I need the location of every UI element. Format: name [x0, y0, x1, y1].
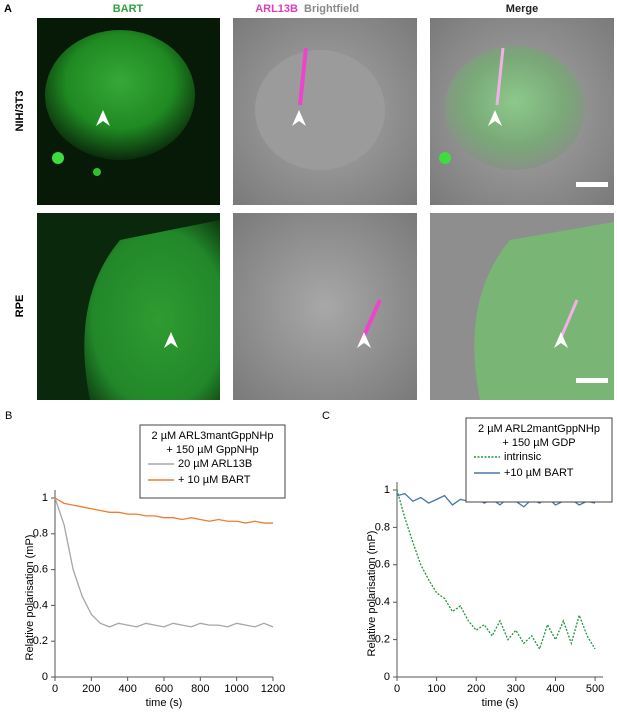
panel-a: A BART ARL13B Brightfield Merge NIH/3T3 … [4, 3, 614, 400]
y-tick-label: 0.2 [375, 634, 390, 646]
legend-box [465, 417, 613, 503]
legend-label: 20 µM ARL13B [178, 458, 252, 470]
y-axis-label: Relative polarisation (mP) [366, 531, 378, 657]
spot [93, 168, 101, 176]
x-tick-label: 1200 [261, 683, 285, 695]
cilium [558, 299, 579, 341]
scale-bar [576, 182, 608, 187]
legend-label: +10 µM BART [504, 467, 574, 479]
cilium [360, 299, 382, 341]
panel-label: B [5, 410, 12, 422]
legend-box [139, 424, 286, 499]
arrowheads [96, 110, 568, 348]
y-tick-label: 0.4 [33, 599, 48, 611]
arrowhead [96, 110, 110, 126]
y-tick-label: 0.2 [33, 635, 48, 647]
arrowhead [357, 332, 371, 348]
legend-title: 2 µM ARL2mantGppNHp [478, 423, 600, 435]
x-tick-label: 1000 [224, 683, 248, 695]
arrowhead [554, 332, 568, 348]
data-line [54, 497, 273, 524]
cilium [495, 47, 505, 106]
spot [439, 152, 451, 164]
cilium [298, 47, 308, 106]
column-header: Merge [506, 3, 538, 15]
column-header: BART [113, 3, 144, 15]
y-tick-label: 0 [384, 671, 390, 683]
arrowhead [488, 110, 502, 126]
panel-label: C [322, 410, 330, 422]
legend-label: intrinsic [504, 451, 542, 463]
x-tick-label: 400 [118, 683, 136, 695]
y-tick-label: 0.6 [33, 564, 48, 576]
scale-bar [576, 378, 608, 383]
x-tick-label: 0 [394, 683, 400, 695]
cell [474, 222, 614, 400]
cell [45, 30, 195, 160]
y-tick-label: 1 [384, 484, 390, 496]
x-tick-label: 200 [467, 683, 485, 695]
y-tick-label: 1 [42, 492, 48, 504]
legend-title: + 150 µM GDP [502, 437, 575, 449]
row-header: RPE [14, 295, 26, 318]
y-tick-label: 0 [42, 671, 48, 683]
y-tick-label: 0.8 [33, 528, 48, 540]
column-header: ARL13B [255, 3, 298, 15]
arrowhead [292, 110, 306, 126]
cell [445, 46, 585, 170]
y-axis-label: Relative polarisation (mP) [24, 535, 36, 661]
cell [255, 50, 385, 170]
data-line [54, 497, 274, 628]
x-tick-label: 400 [546, 683, 564, 695]
arrowhead [164, 332, 178, 348]
x-tick-label: 600 [155, 683, 173, 695]
panel-label: A [4, 3, 12, 15]
x-tick-label: 0 [52, 683, 58, 695]
legend-label: + 10 µM BART [178, 474, 251, 486]
cell [84, 220, 221, 400]
chart: B 0 200 400 600 800 1000 1200 0 0.2 0.4 0.6 0.8 1 time… [5, 410, 286, 709]
x-axis-label: time (s) [482, 697, 519, 709]
y-tick-label: 0.4 [375, 596, 390, 608]
row-header: NIH/3T3 [14, 91, 26, 132]
x-tick-label: 100 [427, 683, 445, 695]
x-tick-label: 800 [191, 683, 209, 695]
legend-title: + 150 µM GppNHp [166, 444, 258, 456]
micrograph [233, 213, 417, 400]
spot [52, 152, 64, 164]
column-header: Brightfield [304, 3, 359, 15]
x-tick-label: 200 [82, 683, 100, 695]
legend-title: 2 µM ARL3mantGppNHp [152, 430, 274, 442]
x-tick-label: 500 [586, 683, 604, 695]
x-axis-label: time (s) [146, 697, 183, 709]
data-line [396, 489, 596, 651]
chart: C 0 100 200 300 400 500 0 0.2 0.4 0.6 0.8 1 time (s) R… [322, 410, 613, 709]
y-tick-label: 0.6 [375, 559, 390, 571]
y-tick-label: 0.8 [375, 521, 390, 533]
x-tick-label: 300 [507, 683, 525, 695]
